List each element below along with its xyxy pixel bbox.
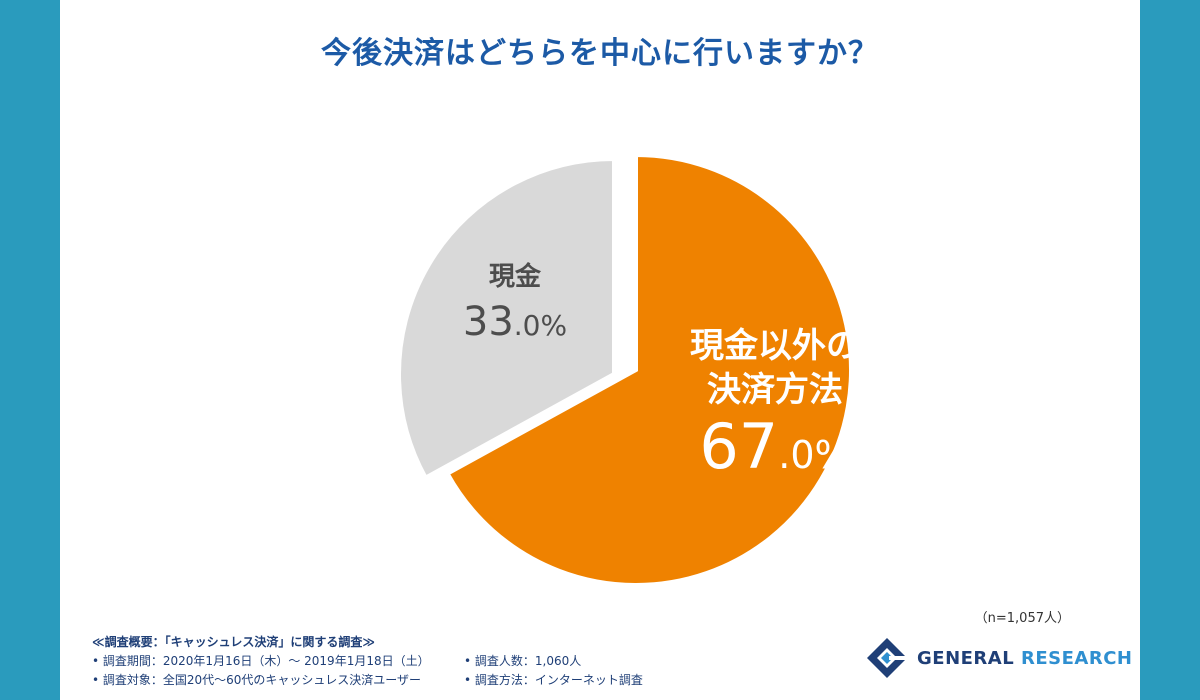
- slice-value-1: 33.0%: [463, 299, 567, 345]
- chart-title: 今後決済はどちらを中心に行いますか？: [321, 36, 879, 71]
- slice-label-0-line-0: 現金以外の: [690, 326, 860, 366]
- survey-method: • 調査方法：インターネット調査: [464, 673, 643, 687]
- slice-label-1-line-0: 現金: [489, 261, 542, 292]
- logo-text-general: GENERAL: [917, 647, 1015, 669]
- pie-slice-1: [397, 156, 616, 481]
- survey-period: • 調査期間：2020年1月16日（木）～ 2019年1月18日（土）: [92, 654, 430, 668]
- survey-notes-heading: ≪調査概要：「キャッシュレス決済」に関する調査≫: [92, 635, 375, 649]
- survey-notes: ≪調査概要：「キャッシュレス決済」に関する調査≫ • 調査期間：2020年1月1…: [92, 633, 712, 690]
- survey-target: • 調査対象：全国20代～60代のキャッシュレス決済ユーザー: [92, 673, 421, 687]
- general-research-logo: GENERAL RESEARCH: [865, 636, 1132, 680]
- chart-frame: 今後決済はどちらを中心に行いますか？ 現金以外の 決済方法 67.0% 現金 33.0%…: [60, 0, 1140, 700]
- logo-text-research: RESEARCH: [1020, 647, 1133, 669]
- slice-value-0: 67.0%: [699, 410, 850, 483]
- logo-text: GENERAL RESEARCH: [917, 648, 1132, 669]
- slice-label-0-line-1: 決済方法: [707, 370, 843, 410]
- pie-slice-0: [444, 152, 853, 587]
- survey-count: • 調査人数：1,060人: [464, 654, 582, 668]
- sample-size: （n=1,057人）: [974, 611, 1070, 626]
- logo-mark-icon: [867, 638, 907, 678]
